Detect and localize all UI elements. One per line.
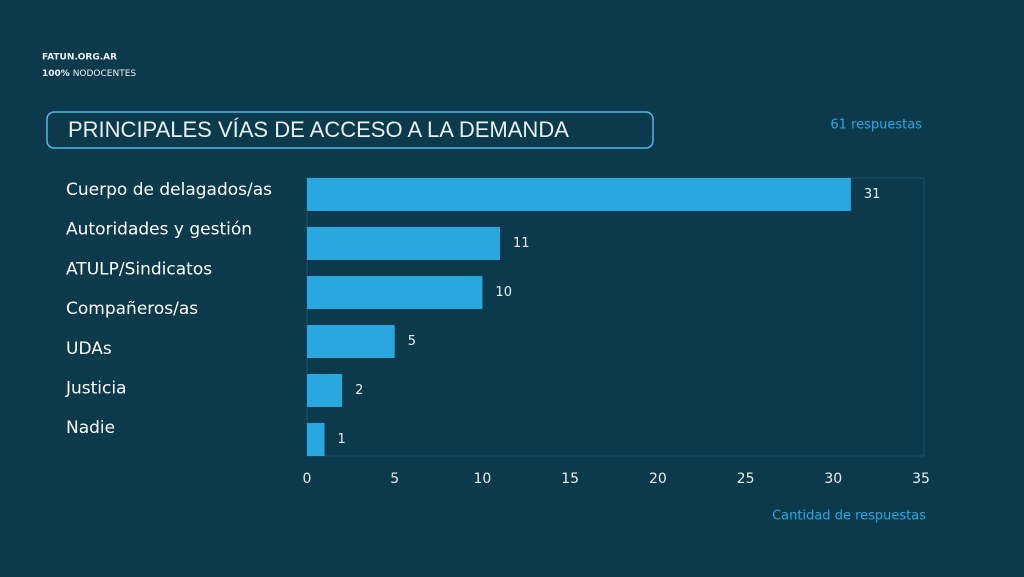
bar: [307, 325, 395, 358]
value-label: 31: [864, 187, 881, 202]
bar: [307, 227, 500, 260]
value-label: 1: [338, 432, 346, 447]
x-axis-label: Cantidad de respuestas: [772, 509, 926, 524]
tagline: 100% NODOCENTES: [42, 69, 136, 79]
tag-bold: 100%: [42, 69, 70, 79]
category-label: Autoridades y gestión: [66, 220, 252, 240]
subtitle: 61 respuestas: [830, 118, 922, 133]
x-tick-label: 30: [824, 471, 842, 487]
x-tick-label: 5: [390, 471, 399, 487]
x-tick-label: 15: [561, 471, 579, 487]
category-label: Justicia: [65, 379, 127, 399]
site: FATUN.ORG.AR: [42, 53, 117, 63]
x-tick-label: 35: [912, 471, 930, 487]
category-label: Cuerpo de delagados/as: [66, 180, 272, 200]
title-box: [46, 111, 654, 149]
tag-rest: NODOCENTES: [73, 69, 137, 79]
chart-title: PRINCIPALES VÍAS DE ACCESO A LA DEMANDA: [68, 117, 569, 142]
bar: [307, 178, 851, 211]
x-tick-label: 0: [303, 471, 312, 487]
x-tick-label: 10: [474, 471, 492, 487]
x-tick-label: 25: [737, 471, 755, 487]
value-label: 2: [355, 383, 363, 398]
category-label: UDAs: [66, 339, 112, 359]
category-label: Compañeros/as: [66, 299, 198, 319]
value-label: 5: [408, 334, 416, 349]
bar: [307, 276, 483, 309]
bar: [307, 423, 325, 456]
x-tick-label: 20: [649, 471, 667, 487]
bar: [307, 374, 343, 407]
category-label: Nadie: [66, 418, 115, 438]
category-label: ATULP/Sindicatos: [66, 259, 212, 279]
value-label: 11: [513, 236, 530, 251]
value-label: 10: [495, 285, 512, 300]
